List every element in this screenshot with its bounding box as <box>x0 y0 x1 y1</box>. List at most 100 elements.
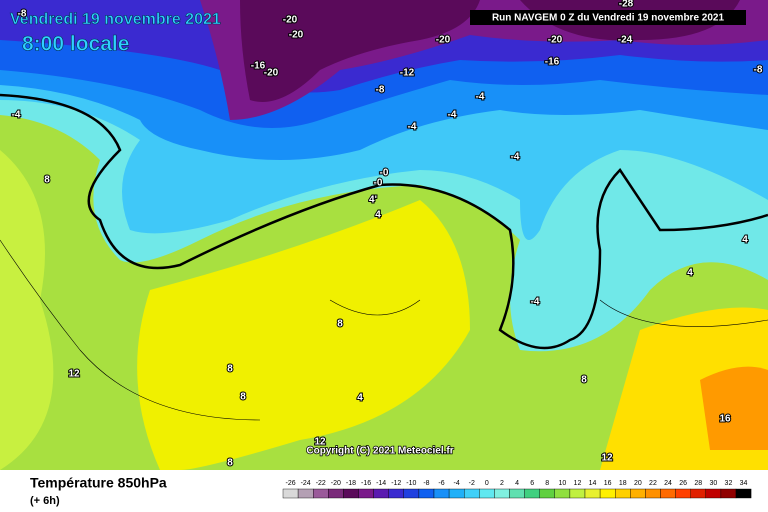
contour-label: -28 <box>619 0 634 10</box>
legend-tick-label: -4 <box>454 480 460 487</box>
contour-label: -4 <box>12 110 21 121</box>
contour-label: 8 <box>227 458 233 469</box>
contour-label: -12 <box>400 68 415 79</box>
contour-label: -0 <box>374 178 383 189</box>
legend-swatch <box>464 488 480 499</box>
legend-tick-label: -20 <box>331 480 341 487</box>
legend-swatch <box>645 488 661 499</box>
legend-swatch <box>358 488 374 499</box>
legend-swatch <box>675 488 691 499</box>
contour-label: 12 <box>601 453 613 464</box>
legend-swatch <box>282 488 299 499</box>
contour-label: 4 <box>742 235 748 246</box>
contour-label: 4' <box>369 195 377 206</box>
legend-tick-label: 28 <box>694 480 702 487</box>
contour-label: -20 <box>264 68 279 79</box>
contour-label: 8 <box>240 392 246 403</box>
legend-swatch <box>494 488 510 499</box>
date-label: Vendredi 19 novembre 2021 <box>10 11 221 28</box>
contour-label: 8 <box>581 375 587 386</box>
legend-swatch <box>313 488 329 499</box>
contour-label: 4 <box>357 393 363 404</box>
contour-label: 8 <box>44 175 50 186</box>
legend-tick-label: 6 <box>530 480 534 487</box>
field-area <box>137 200 470 470</box>
legend-tick-label: 10 <box>558 480 566 487</box>
legend-tick-label: -12 <box>391 480 401 487</box>
legend-swatch <box>599 488 616 499</box>
legend-tick-label: 14 <box>589 480 597 487</box>
zero-isotherm <box>0 93 768 350</box>
legend-tick-label: -18 <box>346 480 356 487</box>
legend-swatch <box>720 488 737 499</box>
legend-swatch <box>524 488 540 499</box>
legend-swatch <box>343 488 359 499</box>
legend-swatch <box>433 488 450 499</box>
contour-label: -24 <box>618 35 633 46</box>
legend-swatch <box>690 488 707 499</box>
contour-label: 12 <box>314 437 326 448</box>
legend-swatch <box>328 488 344 499</box>
legend-swatch <box>388 488 405 499</box>
contour-label: 8 <box>227 364 233 375</box>
legend-tick-label: 20 <box>634 480 642 487</box>
contour-label: -16 <box>545 57 560 68</box>
legend-tick-label: 30 <box>709 480 717 487</box>
legend-tick-label: -16 <box>361 480 371 487</box>
contour-label: -16 <box>251 61 266 72</box>
legend-tick-label: 12 <box>574 480 582 487</box>
legend-swatch <box>373 488 389 499</box>
field-area <box>0 150 54 470</box>
contour-label: -8 <box>376 85 385 96</box>
contour-label: -20 <box>283 15 298 26</box>
legend-swatch <box>569 488 586 499</box>
footer-title: Température 850hPa <box>30 475 167 491</box>
run-box <box>470 10 746 25</box>
legend-swatch <box>539 488 556 499</box>
contour-label: 12 <box>68 369 80 380</box>
legend-swatch <box>705 488 722 499</box>
legend-tick-label: -6 <box>438 480 444 487</box>
contour-label: -4 <box>448 110 457 121</box>
legend-swatch <box>448 488 465 499</box>
legend-tick-label: -26 <box>285 480 295 487</box>
run-label: Run NAVGEM 0 Z du Vendredi 19 novembre 2… <box>492 13 725 24</box>
legend-tick-label: 0 <box>485 480 489 487</box>
contour-label: -4 <box>408 122 417 133</box>
field-area <box>700 366 768 450</box>
contour-label: -4 <box>531 297 540 308</box>
contour-label: -4 <box>511 152 520 163</box>
legend-tick-label: 18 <box>619 480 627 487</box>
legend-tick-label: 24 <box>664 480 672 487</box>
legend-tick-label: 16 <box>604 480 612 487</box>
contour-label: -8 <box>18 9 27 20</box>
contour-label: 16 <box>719 414 731 425</box>
legend-swatch <box>403 488 420 499</box>
contour-label: 4 <box>375 210 381 221</box>
time-label: 8:00 locale <box>22 33 129 56</box>
legend-swatch <box>660 488 676 499</box>
contour-label: -0 <box>380 168 389 179</box>
legend-tick-label: -22 <box>316 480 326 487</box>
legend-tick-label: 4 <box>515 480 519 487</box>
legend-tick-label: -8 <box>423 480 429 487</box>
legend-swatch <box>735 488 752 499</box>
legend-swatch <box>418 488 435 499</box>
contour-label: 4 <box>687 268 693 279</box>
legend-swatch <box>554 488 571 499</box>
legend-tick-label: 22 <box>649 480 657 487</box>
legend-tick-label: 34 <box>740 480 748 487</box>
footer-offset: (+ 6h) <box>30 495 60 507</box>
contour-label: -4 <box>476 92 485 103</box>
legend-tick-label: -24 <box>301 480 311 487</box>
legend-swatch <box>630 488 646 499</box>
legend-swatch <box>615 488 631 499</box>
legend-swatch <box>584 488 601 499</box>
legend-tick-label: 26 <box>679 480 687 487</box>
contour-label: 8 <box>337 319 343 330</box>
legend-tick-label: -14 <box>376 480 386 487</box>
contour-label: -20 <box>436 35 451 46</box>
legend-swatch <box>479 488 495 499</box>
legend-tick-label: 8 <box>545 480 549 487</box>
